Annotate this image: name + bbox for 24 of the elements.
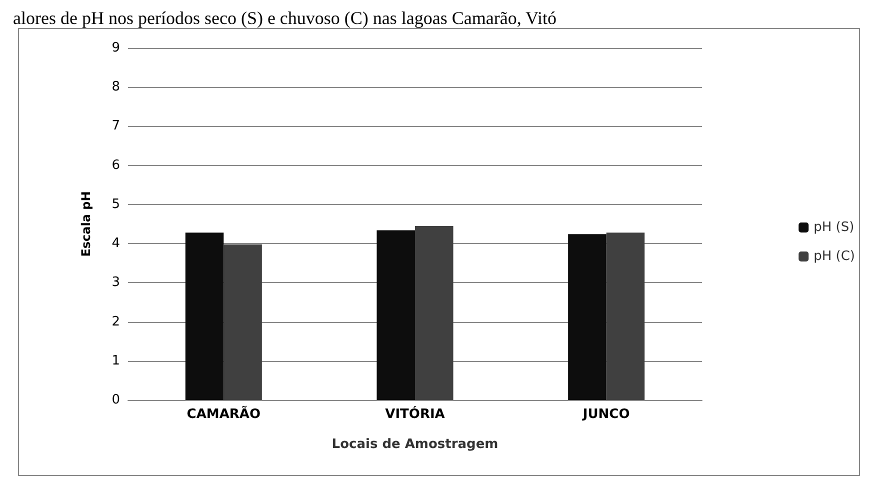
bar — [224, 244, 262, 400]
y-tick-label: 9 — [112, 40, 120, 56]
y-tick-label: 3 — [112, 275, 120, 290]
bar — [606, 232, 645, 400]
x-tick-label: CAMARÃO — [186, 405, 261, 422]
x-axis-title: Locais de Amostragem — [332, 437, 498, 452]
x-tick-label: VITÓRIA — [385, 405, 445, 422]
y-tick-label: 2 — [112, 314, 120, 330]
y-tick-label: 0 — [112, 392, 120, 408]
legend-label: pH (S) — [814, 220, 854, 235]
chart-title: alores de pH nos períodos seco (S) e chuvoso (C) nas lagoas Camarão, Vitó — [13, 8, 556, 28]
y-tick-label: 7 — [112, 118, 120, 134]
y-tick-label: 6 — [112, 158, 120, 173]
bar — [185, 232, 224, 400]
bar — [415, 226, 454, 400]
x-tick-label: JUNCO — [582, 407, 630, 422]
y-tick-label: 5 — [112, 196, 120, 212]
bar — [568, 234, 606, 400]
y-tick-label: 8 — [112, 80, 120, 95]
y-tick-label: 1 — [112, 353, 120, 368]
legend-label: pH (C) — [814, 249, 856, 264]
bar — [376, 230, 415, 400]
y-axis-title: Escala pH — [79, 191, 93, 257]
y-tick-label: 4 — [112, 236, 120, 252]
